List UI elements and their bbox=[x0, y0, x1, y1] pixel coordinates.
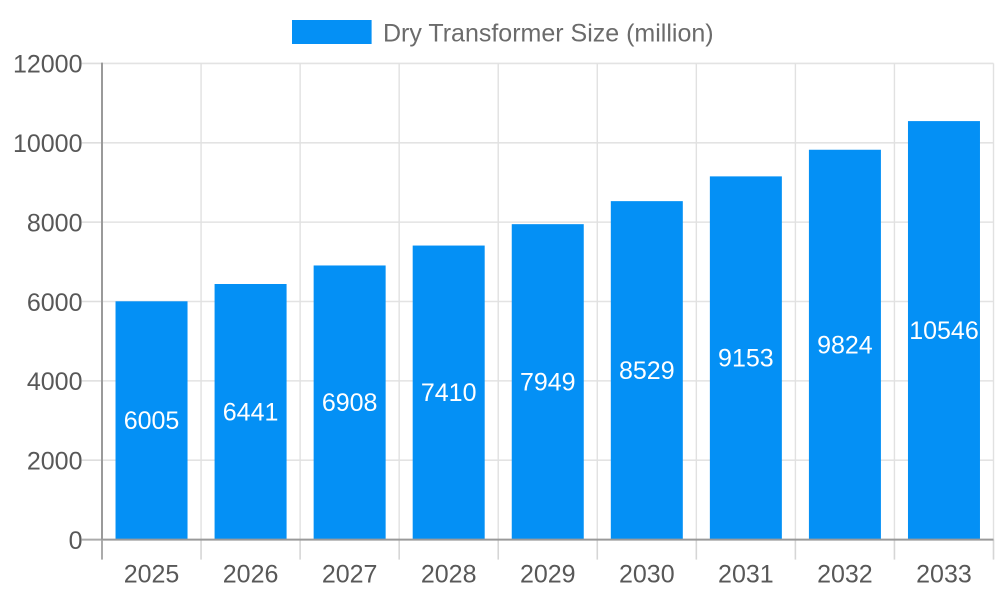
svg-text:9824: 9824 bbox=[817, 331, 873, 359]
svg-text:2032: 2032 bbox=[817, 561, 873, 589]
svg-text:6441: 6441 bbox=[223, 398, 279, 426]
svg-text:4000: 4000 bbox=[27, 368, 83, 396]
svg-text:2025: 2025 bbox=[124, 561, 180, 589]
svg-text:12000: 12000 bbox=[13, 51, 83, 79]
svg-text:8529: 8529 bbox=[619, 357, 675, 385]
svg-text:7410: 7410 bbox=[421, 379, 477, 407]
svg-text:7949: 7949 bbox=[520, 368, 576, 396]
svg-text:2029: 2029 bbox=[520, 561, 576, 589]
svg-text:10000: 10000 bbox=[13, 130, 83, 158]
svg-text:0: 0 bbox=[69, 527, 83, 555]
svg-text:6005: 6005 bbox=[124, 407, 180, 435]
svg-text:2033: 2033 bbox=[916, 561, 972, 589]
svg-text:2031: 2031 bbox=[718, 561, 774, 589]
svg-text:2026: 2026 bbox=[223, 561, 279, 589]
svg-text:10546: 10546 bbox=[909, 317, 979, 345]
svg-text:9153: 9153 bbox=[718, 345, 774, 373]
svg-text:6908: 6908 bbox=[322, 389, 378, 417]
svg-text:2000: 2000 bbox=[27, 448, 83, 476]
svg-text:Dry Transformer Size (million): Dry Transformer Size (million) bbox=[383, 19, 714, 47]
svg-text:2028: 2028 bbox=[421, 561, 477, 589]
svg-text:2027: 2027 bbox=[322, 561, 378, 589]
svg-text:2030: 2030 bbox=[619, 561, 675, 589]
svg-text:8000: 8000 bbox=[27, 209, 83, 237]
svg-text:6000: 6000 bbox=[27, 289, 83, 317]
